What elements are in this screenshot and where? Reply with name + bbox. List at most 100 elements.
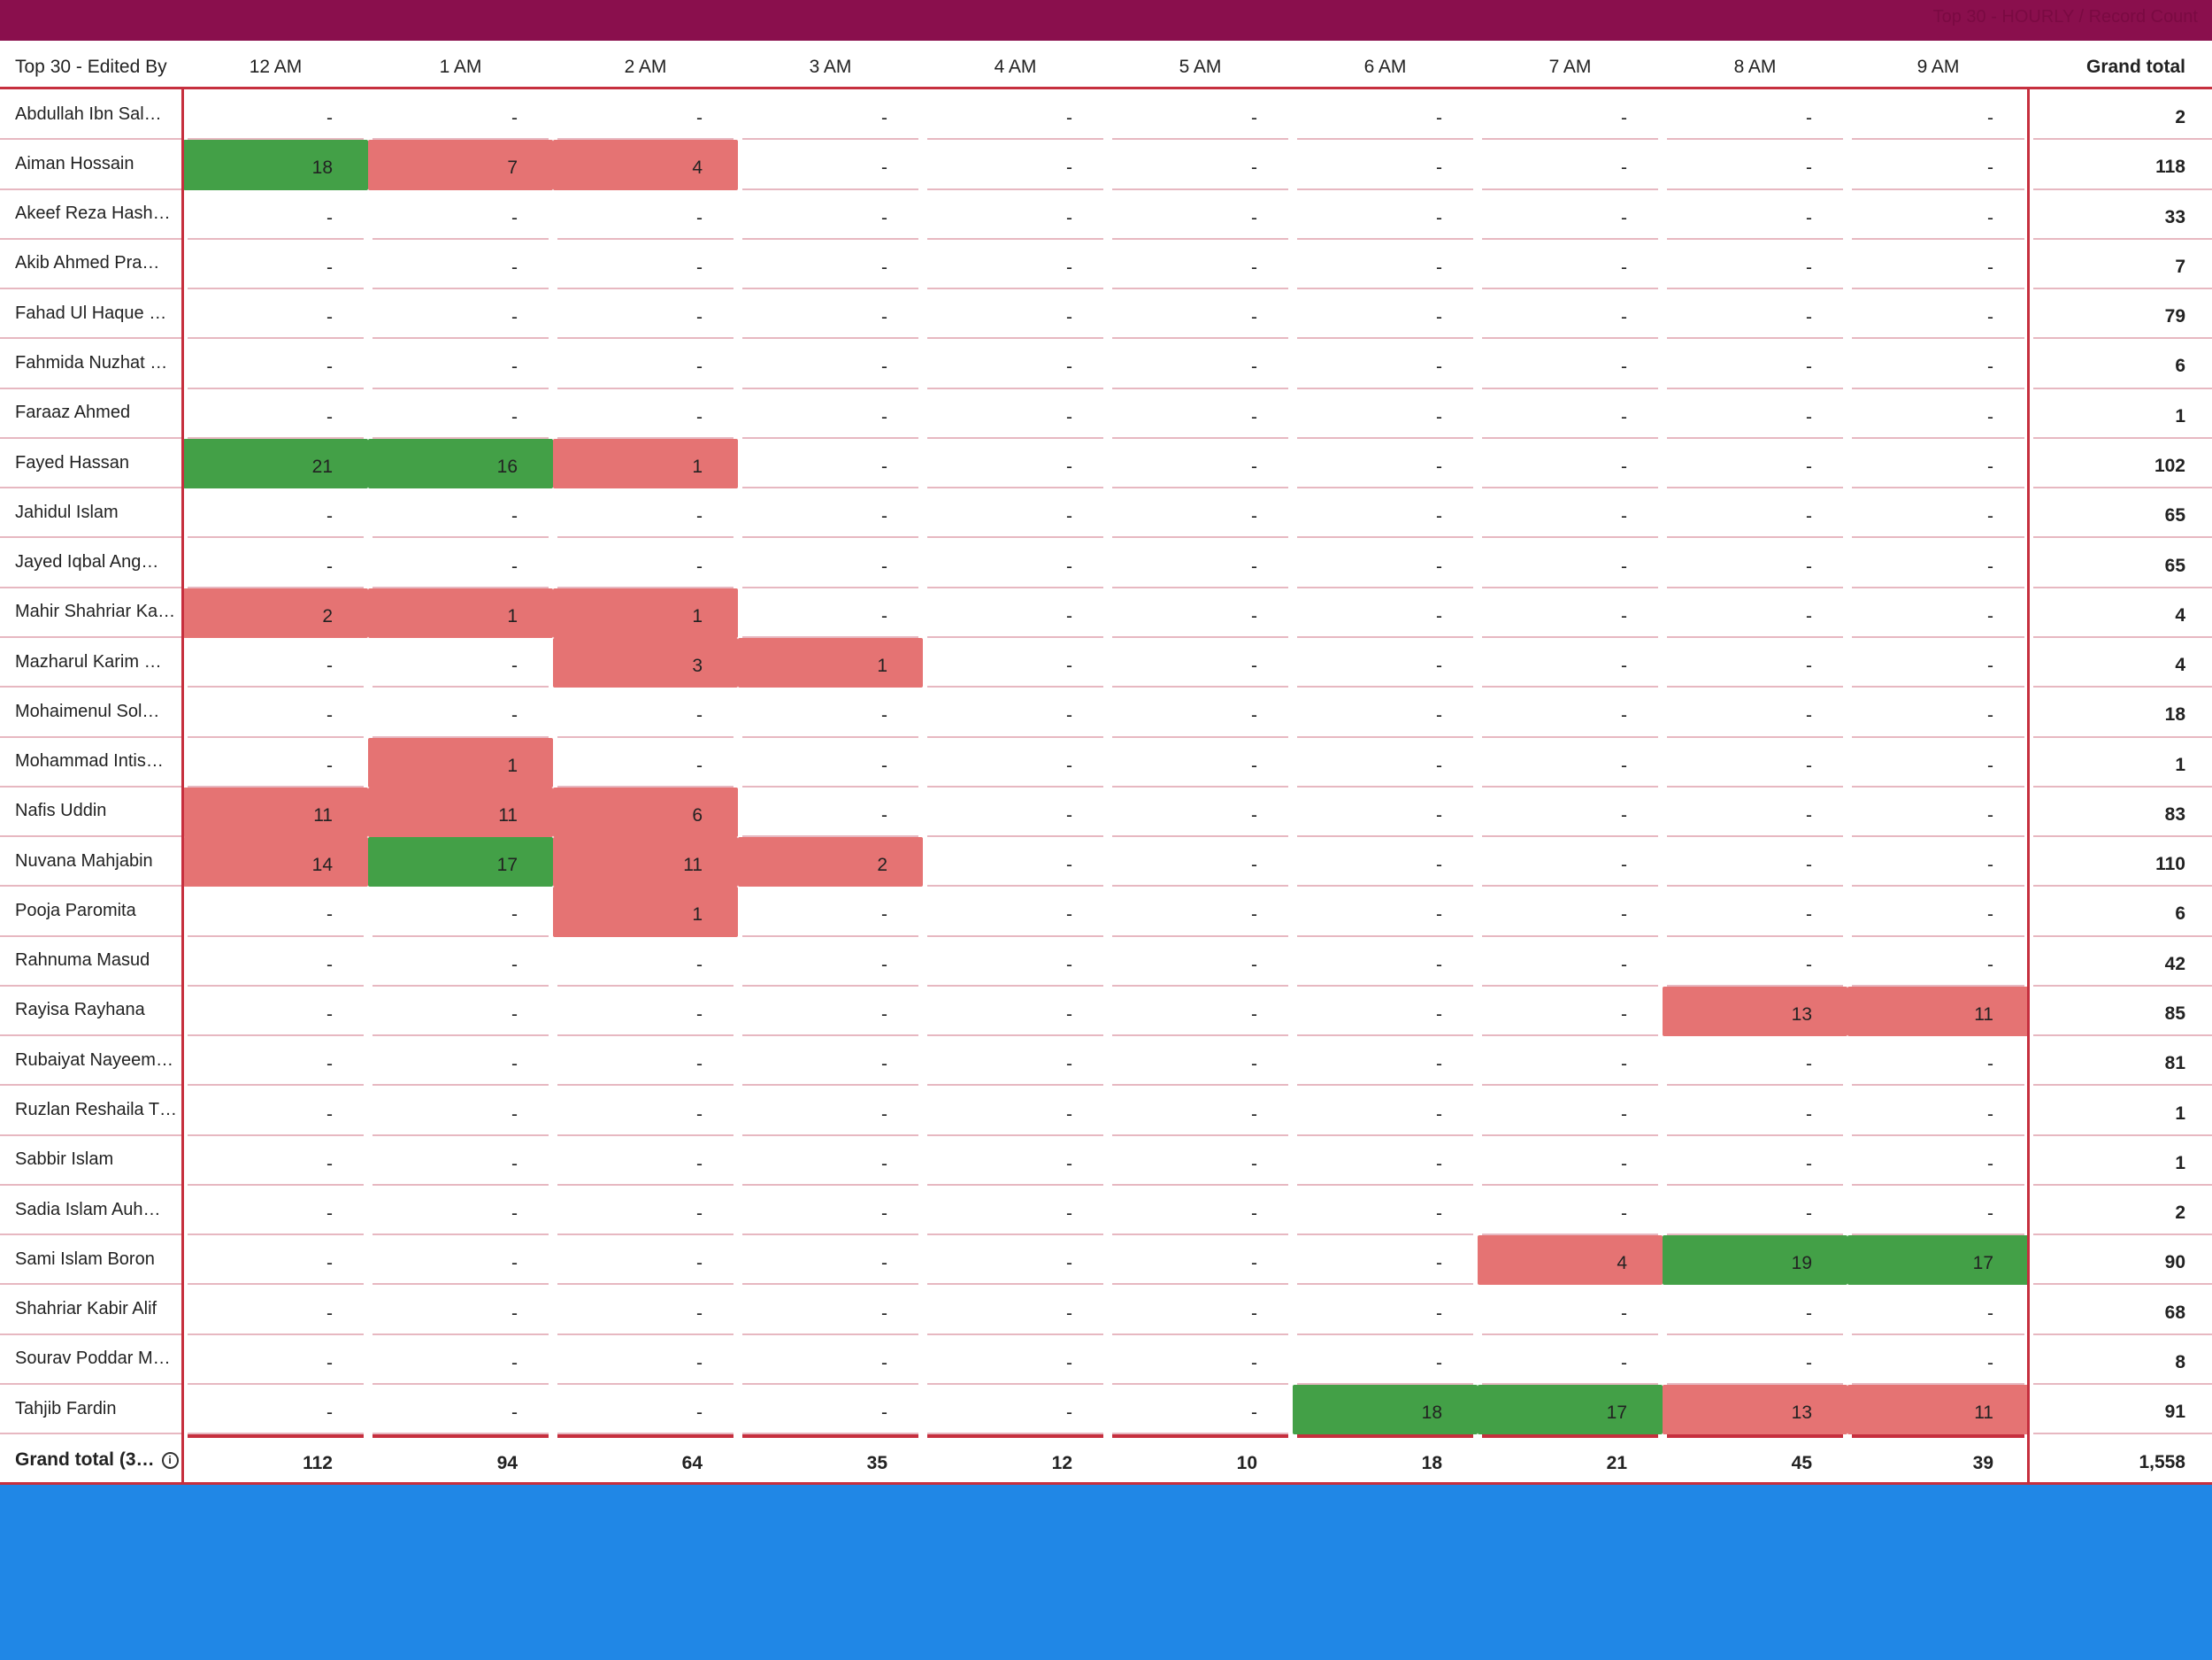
row-grand-total: 33: [2029, 190, 2212, 240]
table-cell: -: [553, 240, 738, 290]
table-cell: -: [738, 1285, 923, 1335]
table-cell: -: [1478, 140, 1663, 190]
table-cell: 1: [553, 438, 738, 489]
table-cell: 18: [183, 140, 368, 190]
table-row: Faraaz Ahmed - - - - - - - - - -1: [0, 389, 2212, 439]
grand-total-cell: 21: [1478, 1434, 1663, 1486]
table-cell: -: [368, 289, 553, 340]
column-header-hour[interactable]: 12 AM: [249, 57, 303, 77]
table-cell: -: [1108, 688, 1293, 738]
table-cell: -: [738, 1385, 923, 1435]
table-cell: -: [1847, 538, 2029, 588]
table-cell: -: [1663, 488, 1847, 539]
table-cell: -: [1293, 140, 1478, 190]
row-name: Sabbir Islam: [0, 1136, 183, 1186]
table-cell: 11: [553, 837, 738, 888]
table-cell: -: [183, 90, 368, 141]
column-header-hour[interactable]: 1 AM: [439, 57, 482, 77]
table-cell: -: [1108, 439, 1293, 489]
table-cell: 13: [1663, 986, 1847, 1037]
table-cell: -: [738, 738, 923, 788]
table-cell: -: [923, 1136, 1108, 1186]
table-cell: -: [368, 1385, 553, 1435]
table-cell: -: [1478, 837, 1663, 888]
column-header-hour[interactable]: 6 AM: [1363, 57, 1407, 77]
row-name: Fahad Ul Haque …: [0, 289, 183, 340]
column-header-hour[interactable]: 3 AM: [809, 57, 852, 77]
row-name: Rayisa Rayhana: [0, 987, 183, 1037]
table-cell: -: [183, 1036, 368, 1087]
table-cell: -: [553, 738, 738, 788]
table-cell: -: [923, 140, 1108, 190]
table-cell: -: [1478, 1136, 1663, 1186]
table-cell: -: [553, 1036, 738, 1087]
table-cell: -: [1108, 1186, 1293, 1236]
table-row: Ruzlan Reshaila T… - - - - - - - - - -1: [0, 1086, 2212, 1136]
table-row: Akib Ahmed Pra… - - - - - - - - - -7: [0, 240, 2212, 290]
table-cell: -: [738, 90, 923, 141]
column-header-edited-by[interactable]: Top 30 - Edited By: [15, 57, 167, 77]
column-header-hour[interactable]: 9 AM: [1916, 57, 1960, 77]
row-grand-total: 79: [2029, 289, 2212, 340]
table-cell: -: [738, 1136, 923, 1186]
table-cell: -: [923, 1285, 1108, 1335]
info-icon[interactable]: i: [161, 1451, 179, 1469]
table-cell: -: [1478, 538, 1663, 588]
table-cell: -: [1293, 289, 1478, 340]
row-name: Mahir Shahriar Ka…: [0, 588, 183, 638]
table-cell: -: [738, 688, 923, 738]
table-cell: -: [1478, 638, 1663, 688]
table-cell: -: [368, 887, 553, 937]
table-row: Mohaimenul Sol… - - - - - - - - - -18: [0, 688, 2212, 738]
table-cell: -: [1478, 738, 1663, 788]
table-cell: -: [1847, 688, 2029, 738]
table-cell: -: [1478, 937, 1663, 987]
table-cell: -: [923, 488, 1108, 539]
table-cell: -: [183, 190, 368, 240]
table-cell: -: [1478, 1086, 1663, 1136]
table-cell: -: [1847, 90, 2029, 141]
table-cell: -: [1108, 1086, 1293, 1136]
table-cell: -: [738, 887, 923, 937]
grand-total-cell: 39: [1847, 1434, 2029, 1486]
table-cell: -: [183, 1235, 368, 1286]
column-header-hour[interactable]: 4 AM: [994, 57, 1037, 77]
row-grand-total: 4: [2029, 638, 2212, 688]
table-cell: -: [553, 1335, 738, 1386]
row-grand-total: 1: [2029, 1086, 2212, 1136]
table-cell: -: [553, 1186, 738, 1236]
column-header-grand-total[interactable]: Grand total: [2085, 57, 2185, 77]
table-cell: -: [1663, 140, 1847, 190]
table-cell: -: [738, 538, 923, 588]
table-cell: -: [1478, 90, 1663, 141]
table-cell: 6: [553, 787, 738, 838]
table-cell: -: [183, 240, 368, 290]
table-cell: -: [1478, 987, 1663, 1037]
column-header-hour[interactable]: 2 AM: [624, 57, 667, 77]
table-cell: -: [368, 1335, 553, 1386]
table-cell: -: [738, 1335, 923, 1386]
table-cell: -: [1293, 90, 1478, 141]
table-cell: -: [923, 1385, 1108, 1435]
table-cell: -: [553, 1285, 738, 1335]
table-cell: -: [1847, 389, 2029, 439]
column-header-hour[interactable]: 8 AM: [1733, 57, 1777, 77]
table-cell: -: [1847, 488, 2029, 539]
table-cell: -: [1478, 1335, 1663, 1386]
table-cell: 17: [1478, 1385, 1663, 1435]
table-cell: -: [1847, 1136, 2029, 1186]
table-row: Fahmida Nuzhat … - - - - - - - - - -6: [0, 339, 2212, 389]
table-cell: -: [738, 190, 923, 240]
table-cell: -: [923, 339, 1108, 389]
table-cell: -: [1847, 937, 2029, 987]
table-cell: -: [368, 937, 553, 987]
column-header-hour[interactable]: 7 AM: [1548, 57, 1592, 77]
table-cell: -: [923, 1335, 1108, 1386]
table-cell: 14: [183, 837, 368, 888]
table-cell: -: [368, 190, 553, 240]
grand-total-label-cell: Grand total (3… i: [0, 1434, 183, 1486]
column-header-hour[interactable]: 5 AM: [1179, 57, 1222, 77]
report-title: Top 30 - HOURLY / Record Count: [1932, 7, 2198, 27]
table-cell: -: [183, 1136, 368, 1186]
grand-total-row: Grand total (3… i 112 94 64 35 12 10 18 21 45 39 1,5…: [0, 1434, 2212, 1487]
